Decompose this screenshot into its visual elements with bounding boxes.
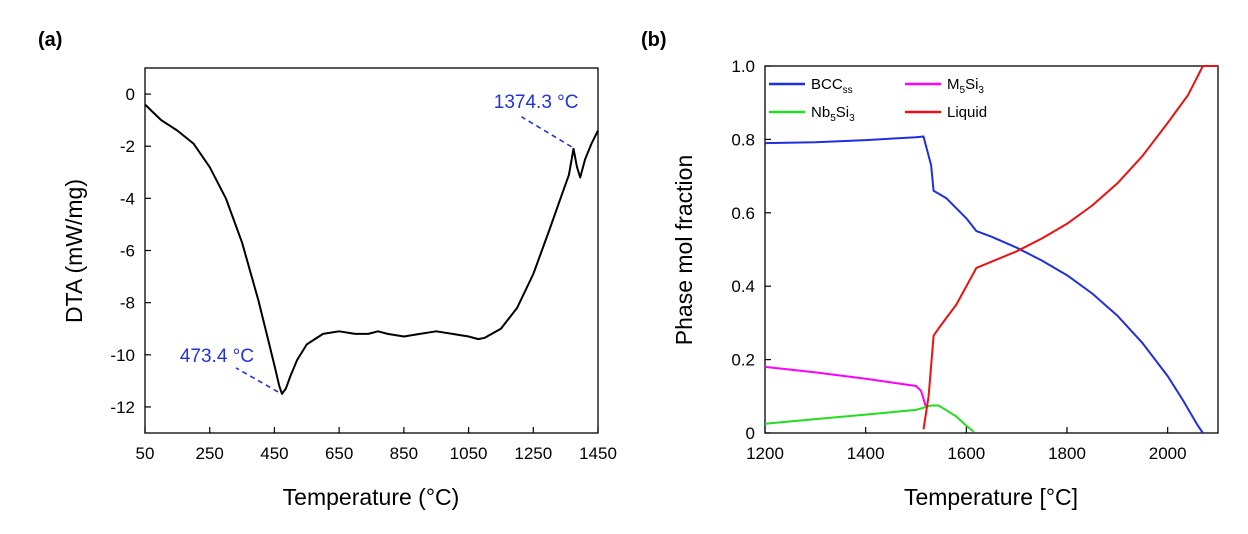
panel-b-frame xyxy=(764,65,1219,434)
legend-label-2: Nb5Si3 xyxy=(811,104,855,124)
panel-b-x-tick-label: 1600 xyxy=(947,444,985,463)
panel-b-x-axis-title: Temperature [°C] xyxy=(904,484,1078,510)
panel-b-x-tick-label: 1200 xyxy=(746,444,784,463)
panel-a-y-tick-label: -4 xyxy=(120,189,135,208)
panel-a-x-tick-label: 650 xyxy=(325,444,353,463)
panel-b-y-tick-label: 0.2 xyxy=(731,351,755,370)
panel-a-y-tick-label: -2 xyxy=(120,137,135,156)
panel-b-x-tick-label: 1400 xyxy=(847,444,885,463)
panel-a-x-tick-label: 250 xyxy=(196,444,224,463)
panel-b-y-axis-title: Phase mol fraction xyxy=(671,155,697,345)
panel-b-series xyxy=(764,65,1218,434)
panel-a-plot: 50 250 450 650 850 1050 1250 1450 0 -2 -4 -6 -8 -10 -… xyxy=(61,67,617,510)
panel-a-y-tick-label: 0 xyxy=(126,85,135,104)
panel-a-y-axis-title: DTA (mW/mg) xyxy=(61,179,87,323)
panel-a-y-tick-label: -10 xyxy=(110,346,135,365)
panel-b-x-ticks: 1200 1400 1600 1800 2000 xyxy=(746,427,1187,463)
panel-b-series-line-0 xyxy=(764,135,1204,434)
annotation-label-473: 473.4 °C xyxy=(180,346,254,367)
panel-b-label: (b) xyxy=(641,29,667,51)
panel-a-annotations: 473.4 °C 1374.3 °C xyxy=(180,92,579,393)
panel-a-x-ticks: 50 250 450 650 850 1050 1250 1450 xyxy=(136,427,617,463)
panel-a-label: (a) xyxy=(38,29,62,51)
legend-label-1: M5Si3 xyxy=(947,76,984,96)
legend-label-3: Liquid xyxy=(947,104,987,121)
panel-b-series-line-1 xyxy=(764,365,928,408)
panel-b-x-tick-label: 1800 xyxy=(1048,444,1086,463)
panel-a-x-axis-title: Temperature (°C) xyxy=(283,484,460,510)
panel-a-y-tick-label: -12 xyxy=(110,398,135,417)
panel-b-y-ticks: 0 0.2 0.4 0.6 0.8 1.0 xyxy=(731,57,771,443)
panel-a-y-tick-label: -6 xyxy=(120,242,135,261)
panel-a-series xyxy=(144,103,599,395)
annotation-leader-1374 xyxy=(521,116,572,148)
panel-a-x-tick-label: 1250 xyxy=(514,444,552,463)
panel-b-x-tick-label: 2000 xyxy=(1149,444,1187,463)
panel-b-series-line-2 xyxy=(764,404,975,433)
panel-a-x-tick-label: 850 xyxy=(390,444,418,463)
panel-b-series-line-3 xyxy=(922,65,1218,430)
panel-a-x-tick-label: 1050 xyxy=(450,444,488,463)
panel-b-y-tick-label: 0 xyxy=(746,424,755,443)
panel-b-plot: 1200 1400 1600 1800 2000 0 0.2 0.4 0.6 0.8 1.0 BC… xyxy=(671,57,1219,510)
annotation-leader-473 xyxy=(235,367,279,393)
panel-a-x-tick-label: 50 xyxy=(136,444,155,463)
panel-b-y-tick-label: 0.8 xyxy=(731,130,755,149)
panel-a-y-ticks: 0 -2 -4 -6 -8 -10 -12 xyxy=(110,85,151,417)
panel-b-y-tick-label: 1.0 xyxy=(731,57,755,76)
panel-a-x-tick-label: 1450 xyxy=(579,444,617,463)
panel-b-y-tick-label: 0.6 xyxy=(731,204,755,223)
panel-b-y-tick-label: 0.4 xyxy=(731,277,755,296)
legend-label-0: BCCss xyxy=(811,76,853,96)
panel-a-series-line-0 xyxy=(144,103,599,395)
panel-a-y-tick-label: -8 xyxy=(120,294,135,313)
annotation-label-1374: 1374.3 °C xyxy=(494,92,579,113)
panel-a-x-tick-label: 450 xyxy=(260,444,288,463)
panel-b-legend: BCCss M5Si3 Nb5Si3 Liquid xyxy=(769,76,987,124)
